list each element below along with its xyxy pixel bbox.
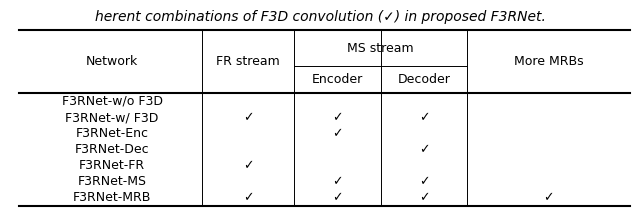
- Text: ✓: ✓: [419, 143, 429, 156]
- Text: ✓: ✓: [419, 191, 429, 204]
- Text: ✓: ✓: [419, 111, 429, 124]
- Text: ✓: ✓: [243, 191, 253, 204]
- Text: F3RNet-Enc: F3RNet-Enc: [76, 127, 148, 140]
- Text: F3RNet-w/ F3D: F3RNet-w/ F3D: [65, 111, 159, 124]
- Text: Encoder: Encoder: [312, 73, 364, 86]
- Text: F3RNet-Dec: F3RNet-Dec: [75, 143, 149, 156]
- Text: FR stream: FR stream: [216, 55, 280, 68]
- Text: F3RNet-MS: F3RNet-MS: [77, 175, 147, 188]
- Text: ✓: ✓: [332, 111, 343, 124]
- Text: ✓: ✓: [419, 175, 429, 188]
- Text: ✓: ✓: [243, 111, 253, 124]
- Text: F3RNet-FR: F3RNet-FR: [79, 159, 145, 172]
- Text: Decoder: Decoder: [397, 73, 451, 86]
- Text: ✓: ✓: [332, 175, 343, 188]
- Text: ✓: ✓: [243, 159, 253, 172]
- Text: Network: Network: [86, 55, 138, 68]
- Text: More MRBs: More MRBs: [514, 55, 584, 68]
- Text: F3RNet-w/o F3D: F3RNet-w/o F3D: [61, 95, 163, 108]
- Text: F3RNet-MRB: F3RNet-MRB: [73, 191, 151, 204]
- Text: ✓: ✓: [332, 191, 343, 204]
- Text: ✓: ✓: [332, 127, 343, 140]
- Text: ✓: ✓: [543, 191, 554, 204]
- Text: herent combinations of F3D convolution (✓) in proposed F3RNet.: herent combinations of F3D convolution (…: [95, 10, 545, 25]
- Text: MS stream: MS stream: [348, 42, 414, 55]
